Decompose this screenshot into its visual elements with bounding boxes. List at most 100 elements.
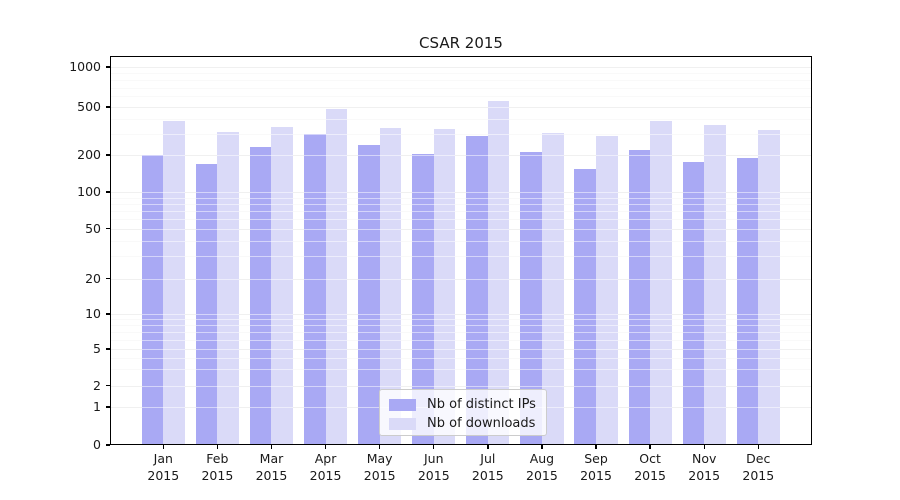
legend-label: Nb of downloads [427,416,536,431]
x-tick-mark [324,445,327,449]
x-tick-year: 2015 [255,467,288,483]
legend-item-nb-of-downloads: Nb of downloads [380,414,546,433]
gridline-overlay [110,107,812,108]
x-tick-label-sep: Sep 2015 [564,451,628,484]
x-tick-month: May [366,451,393,466]
x-tick-label-nov: Nov 2015 [672,451,736,484]
bars-layer [110,56,812,445]
x-tick-year: 2015 [580,467,612,483]
x-tick-label-may: May 2015 [348,451,412,484]
x-tick-month: Mar [259,451,284,466]
gridline-overlay [110,369,812,371]
x-tick-mark [595,445,597,449]
gridline-overlay [110,349,812,350]
gridline-overlay [110,210,812,212]
bar-nb-of-distinct-ips-aug-2015 [520,152,542,445]
y-tick-mark [106,227,110,230]
bar-nb-of-downloads-sep-2015 [596,135,618,445]
y-tick-label: 0 [93,437,101,452]
x-tick-label-mar: Mar 2015 [239,451,303,484]
gridline-overlay [110,339,812,341]
x-tick-year: 2015 [526,467,558,483]
x-tick-mark [433,445,435,449]
x-tick-month: Aug [529,451,555,466]
y-tick-mark [106,191,110,193]
y-tick-mark [106,277,110,280]
x-tick-mark [541,445,543,449]
x-tick-label-jan: Jan 2015 [131,451,195,484]
x-tick-month: Jan [153,451,173,466]
x-tick-label-feb: Feb 2015 [185,451,249,484]
gridline-overlay [110,385,812,387]
gridline-overlay [110,240,812,242]
x-tick-label-dec: Dec 2015 [726,451,790,484]
y-tick-label: 1000 [69,59,101,74]
y-tick-mark [106,384,110,387]
y-tick-label: 10 [85,306,101,321]
bar-nb-of-downloads-jul-2015 [487,101,510,445]
bar-nb-of-downloads-nov-2015 [704,124,726,445]
bar-nb-of-downloads-dec-2015 [758,129,780,445]
x-tick-month: Nov [691,451,717,466]
y-tick-label: 20 [85,270,101,286]
x-tick-mark [487,445,489,449]
x-tick-month: Sep [584,451,608,466]
y-tick-mark [106,106,110,108]
gridline-overlay [110,87,812,89]
bar-nb-of-distinct-ips-sep-2015 [574,168,596,445]
bar-nb-of-distinct-ips-oct-2015 [628,150,651,445]
y-tick-mark [106,406,110,408]
x-tick-year: 2015 [201,467,234,483]
y-tick-mark [106,313,110,315]
bar-nb-of-downloads-oct-2015 [650,120,672,445]
x-tick-mark [757,445,759,449]
gridline-overlay [110,133,812,135]
x-tick-month: Oct [639,451,661,466]
bar-nb-of-distinct-ips-dec-2015 [736,157,759,445]
y-tick-label: 200 [77,147,101,162]
x-tick-mark [649,445,651,449]
gridline-overlay [110,96,812,98]
x-tick-label-jul: Jul 2015 [456,451,520,484]
chart-title: CSAR 2015 [419,34,503,52]
gridline-overlay [110,197,812,199]
x-tick-label-oct: Oct 2015 [618,451,682,484]
gridline-overlay [110,192,812,193]
x-tick-mark [270,445,273,449]
gridline-overlay [110,73,812,75]
bar-nb-of-downloads-apr-2015 [325,109,348,445]
gridline-overlay [110,357,812,359]
x-tick-label-aug: Aug 2015 [510,451,574,484]
x-tick-year: 2015 [742,467,775,483]
x-tick-year: 2015 [634,467,667,483]
gridline-overlay [110,155,812,156]
x-tick-year: 2015 [417,467,450,483]
y-tick-label: 100 [77,184,101,199]
x-tick-label-apr: Apr 2015 [294,451,358,484]
x-tick-year: 2015 [688,467,721,483]
gridline-overlay [110,332,812,333]
bar-nb-of-downloads-feb-2015 [217,132,239,445]
bar-nb-of-distinct-ips-jul-2015 [466,135,488,445]
bar-nb-of-downloads-jun-2015 [433,128,456,445]
gridline-overlay [110,203,812,205]
bar-nb-of-distinct-ips-feb-2015 [195,163,218,445]
x-tick-month: Feb [206,451,229,466]
plot-area [110,56,812,445]
y-tick-mark [106,348,110,350]
x-tick-month: Dec [746,451,771,466]
y-tick-mark [106,66,110,68]
gridline-overlay [110,319,812,321]
x-tick-mark [378,445,381,449]
y-tick-label: 2 [93,377,101,393]
x-tick-label-jun: Jun 2015 [402,451,466,484]
gridline-overlay [110,118,812,120]
legend-label: Nb of distinct IPs [427,397,536,412]
x-tick-mark [216,445,219,449]
bar-nb-of-distinct-ips-jan-2015 [141,155,164,445]
x-tick-month: Jun [423,451,444,466]
bar-nb-of-downloads-may-2015 [379,127,402,445]
x-tick-year: 2015 [309,467,342,483]
legend-swatch-nb-of-distinct-ips [389,398,416,411]
gridline-overlay [110,79,812,81]
